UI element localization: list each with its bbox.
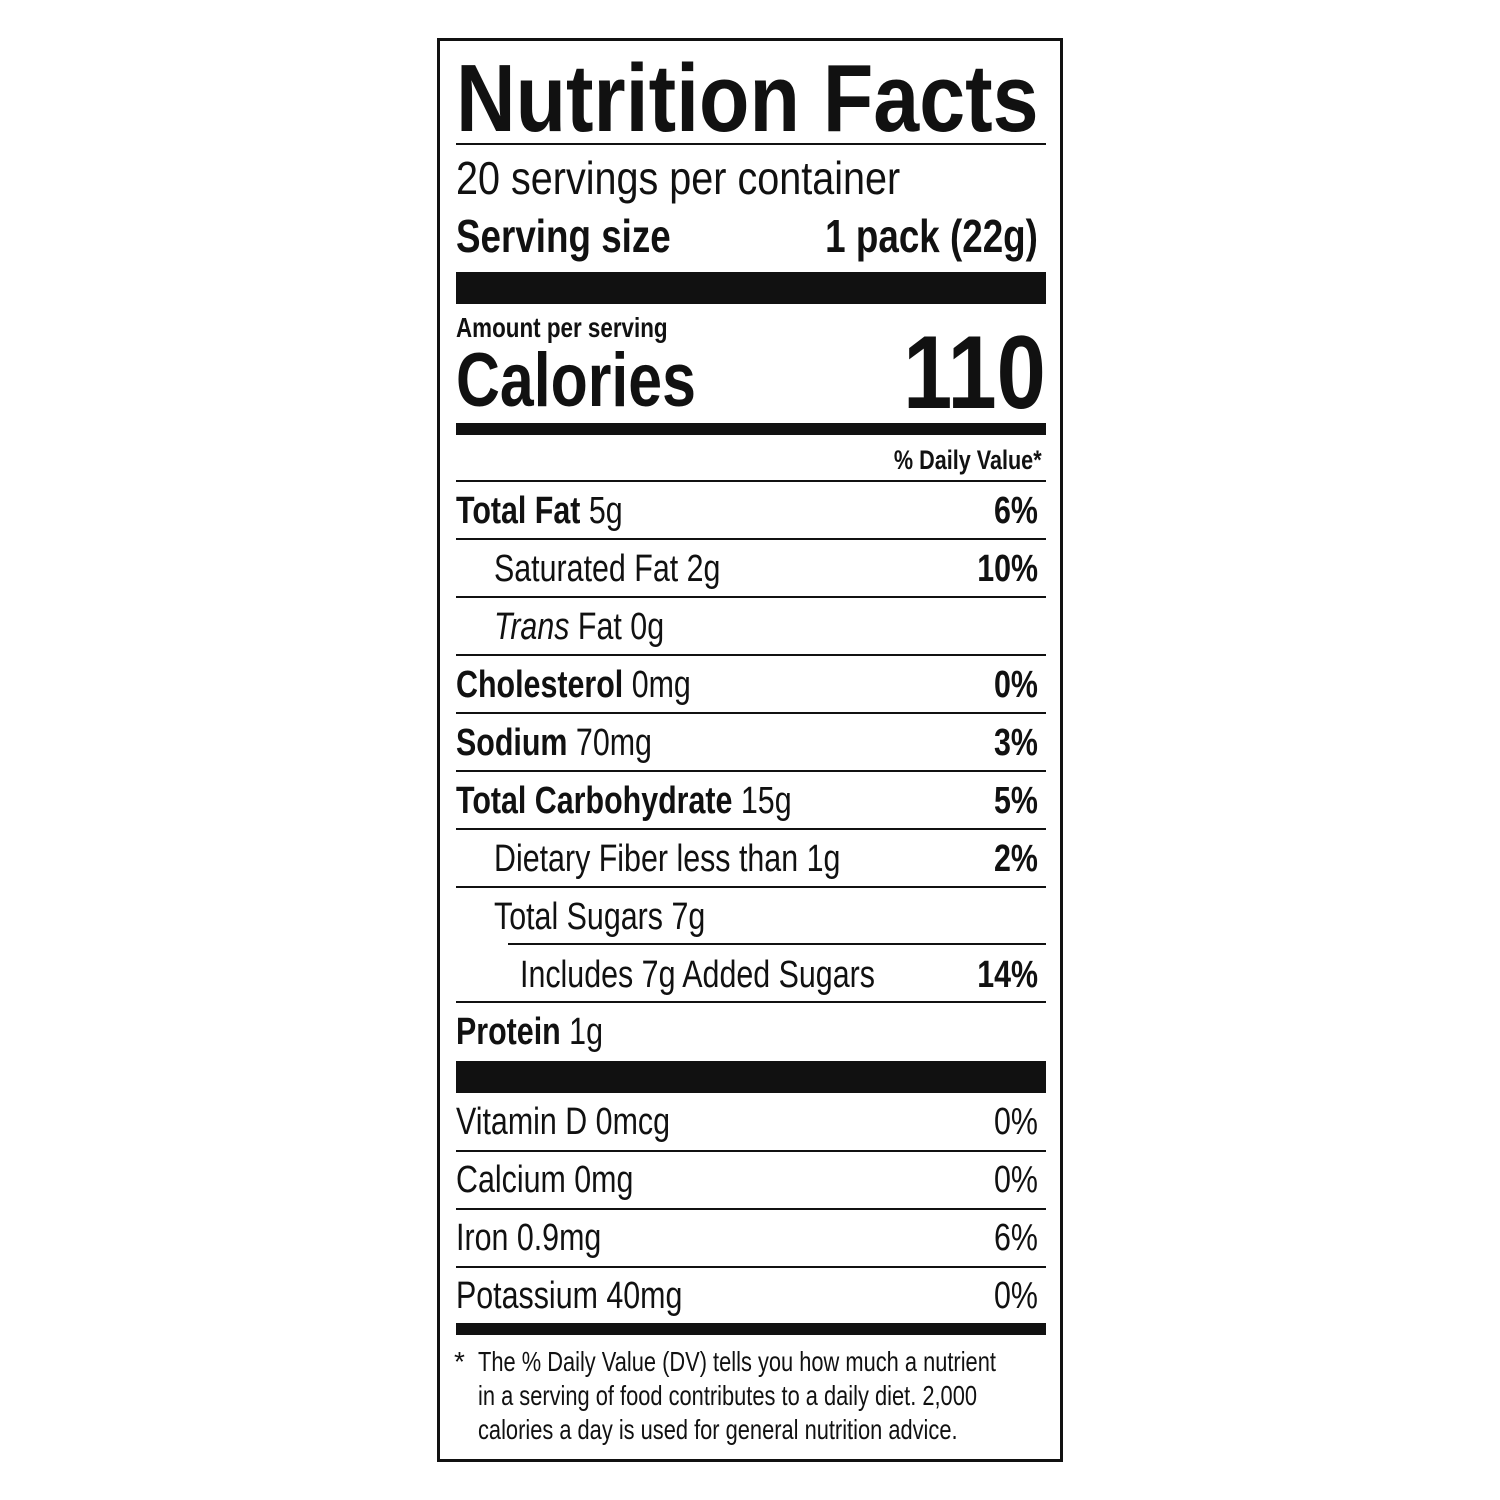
- footnote-marker: *: [454, 1345, 465, 1379]
- vitamin-row-iron: Iron 0.9mg 6%: [456, 1210, 1046, 1266]
- vitamin-dv: 0%: [994, 1159, 1038, 1201]
- divider: [456, 596, 1046, 598]
- divider: [456, 1001, 1046, 1003]
- nutrient-name: Dietary Fiber less than: [494, 838, 799, 880]
- nutrient-name: Trans: [494, 606, 570, 648]
- nutrient-row-protein: Protein 1g: [456, 1004, 1046, 1060]
- nutrient-name: Total Carbohydrate: [456, 780, 733, 822]
- vitamin-text: Vitamin D 0mcg: [456, 1101, 671, 1143]
- nutrient-name: Total Sugars: [494, 896, 663, 938]
- footnote-line: in a serving of food contributes to a da…: [478, 1380, 977, 1411]
- footnote: The % Daily Value (DV) tells you how muc…: [478, 1345, 1142, 1447]
- nutrient-amount: 1g: [806, 838, 841, 880]
- servings-text: 20 servings per container: [456, 152, 901, 204]
- vitamin-text: Iron 0.9mg: [456, 1217, 602, 1259]
- nutrient-name: Cholesterol: [456, 664, 624, 706]
- vitamin-row-calcium: Calcium 0mg 0%: [456, 1152, 1046, 1208]
- divider: [456, 143, 1046, 145]
- nutrient-row-total-sugars: Total Sugars 7g: [456, 889, 1046, 945]
- daily-value-header: % Daily Value*: [857, 443, 1042, 477]
- divider: [508, 943, 1046, 945]
- daily-value-header-text: % Daily Value*: [894, 445, 1042, 475]
- nutrition-facts-label: Nutrition Facts 20 servings per containe…: [437, 38, 1063, 1462]
- title-text: Nutrition Facts: [456, 45, 1039, 152]
- divider: [456, 1208, 1046, 1210]
- nutrient-name: Includes 7g Added Sugars: [520, 954, 875, 996]
- nutrient-row-sodium: Sodium 70mg 3%: [456, 715, 1046, 771]
- nutrient-row-trans-fat: Trans Fat 0g: [456, 599, 1046, 655]
- nutrient-dv: 14%: [977, 954, 1038, 996]
- medium-divider: [456, 1323, 1046, 1335]
- nutrient-amount: 2g: [686, 548, 721, 590]
- vitamin-text: Calcium 0mg: [456, 1159, 634, 1201]
- nutrient-dv: 2%: [994, 838, 1038, 880]
- nutrient-amount: 0g: [630, 606, 665, 648]
- amount-per-serving-text: Amount per serving: [456, 312, 668, 343]
- divider: [456, 886, 1046, 888]
- divider: [456, 712, 1046, 714]
- nutrient-amount: 70mg: [575, 722, 652, 764]
- nutrient-row-total-fat: Total Fat 5g 6%: [456, 483, 1046, 539]
- servings-per-container: 20 servings per container: [456, 153, 973, 203]
- nutrient-dv: 6%: [994, 490, 1038, 532]
- nutrient-row-total-carbohydrate: Total Carbohydrate 15g 5%: [456, 773, 1046, 829]
- divider: [456, 480, 1046, 482]
- vitamin-row-vitamin-d: Vitamin D 0mcg 0%: [456, 1094, 1046, 1150]
- divider: [456, 1266, 1046, 1268]
- footnote-marker-text: *: [454, 1346, 465, 1377]
- thick-divider: [456, 1061, 1046, 1093]
- nutrient-name-rest: Fat: [577, 606, 622, 648]
- nutrient-name: Sodium: [456, 722, 568, 764]
- label-title: Nutrition Facts: [456, 49, 1133, 149]
- nutrient-row-saturated-fat: Saturated Fat 2g 10%: [456, 541, 1046, 597]
- nutrient-name: Total Fat: [456, 490, 581, 532]
- amount-per-serving: Amount per serving: [456, 311, 720, 345]
- thick-divider: [456, 272, 1046, 304]
- nutrient-dv: 10%: [977, 548, 1038, 590]
- nutrient-amount: 15g: [740, 780, 792, 822]
- serving-size-value: 1 pack (22g): [772, 211, 1038, 261]
- nutrient-name: Saturated Fat: [494, 548, 679, 590]
- calories-label: Calories: [456, 339, 756, 423]
- nutrient-row-dietary-fiber: Dietary Fiber less than 1g 2%: [456, 831, 1046, 887]
- divider: [456, 770, 1046, 772]
- footnote-line: The % Daily Value (DV) tells you how muc…: [478, 1346, 996, 1377]
- divider: [456, 654, 1046, 656]
- nutrient-dv: 5%: [994, 780, 1038, 822]
- vitamin-dv: 0%: [994, 1275, 1038, 1317]
- calories-value: 110: [878, 321, 1046, 425]
- serving-size-label-text: Serving size: [456, 210, 671, 262]
- vitamin-row-potassium: Potassium 40mg 0%: [456, 1268, 1046, 1324]
- calories-label-text: Calories: [456, 338, 696, 423]
- medium-divider: [456, 423, 1046, 435]
- serving-size-value-text: 1 pack (22g): [825, 210, 1038, 262]
- nutrient-amount: 7g: [671, 896, 706, 938]
- divider: [456, 538, 1046, 540]
- nutrient-dv: 3%: [994, 722, 1038, 764]
- divider: [456, 828, 1046, 830]
- vitamin-dv: 6%: [994, 1217, 1038, 1259]
- vitamin-dv: 0%: [994, 1101, 1038, 1143]
- vitamin-text: Potassium 40mg: [456, 1275, 683, 1317]
- calories-value-text: 110: [903, 315, 1046, 431]
- nutrient-dv: 0%: [994, 664, 1038, 706]
- divider: [456, 1150, 1046, 1152]
- nutrient-amount: 5g: [588, 490, 623, 532]
- nutrient-amount: 1g: [569, 1011, 603, 1053]
- nutrient-amount: 0mg: [631, 664, 691, 706]
- nutrient-row-cholesterol: Cholesterol 0mg 0%: [456, 657, 1046, 713]
- nutrient-row-added-sugars: Includes 7g Added Sugars 14%: [456, 947, 1046, 1003]
- serving-size-label: Serving size: [456, 211, 724, 261]
- footnote-line: calories a day is used for general nutri…: [478, 1414, 958, 1445]
- nutrient-name: Protein: [456, 1011, 561, 1053]
